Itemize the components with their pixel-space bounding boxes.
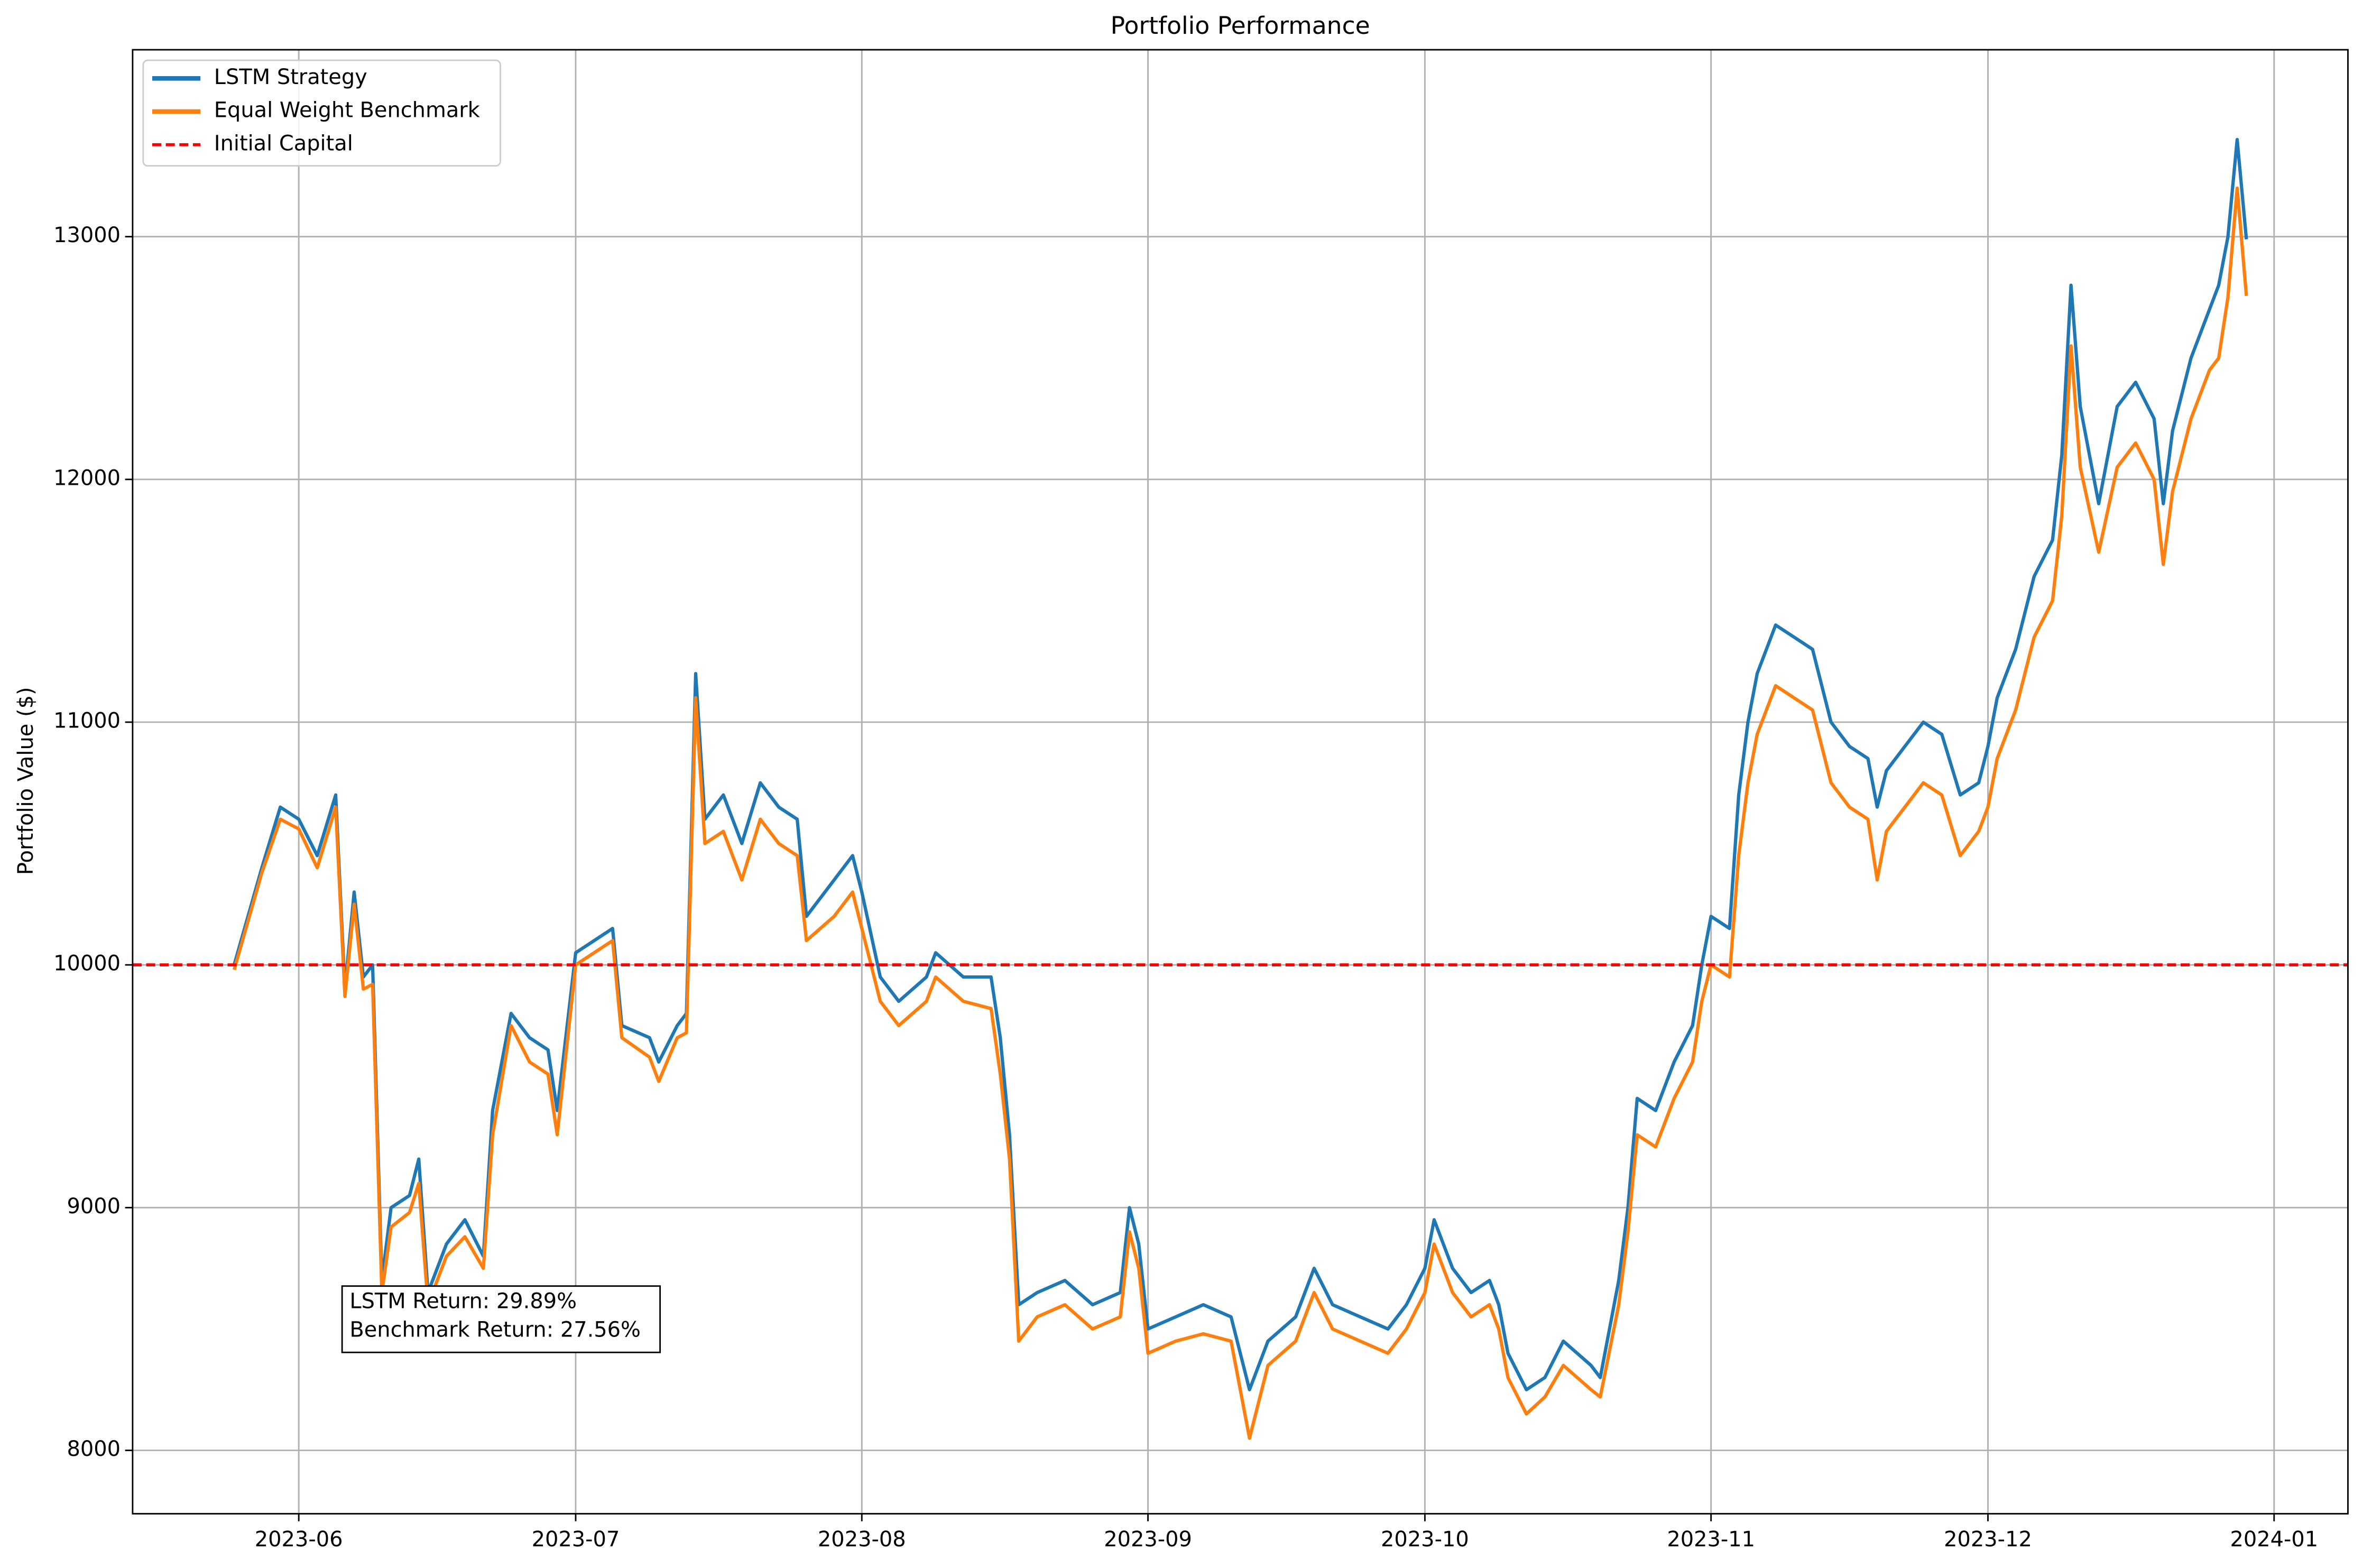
x-tick-label: 2023-08	[818, 1527, 906, 1552]
y-axis-label: Portfolio Value ($)	[14, 687, 38, 875]
plot-area	[132, 137, 2348, 1440]
annotation-box	[341, 1285, 661, 1353]
legend-label: Equal Weight Benchmark	[214, 98, 480, 123]
y-tick-label: 9000	[67, 1194, 121, 1219]
chart-title: Portfolio Performance	[1111, 12, 1370, 40]
x-tick-label: 2024-01	[2230, 1527, 2318, 1552]
annotation: LSTM Return: 29.89% Benchmark Return: 27…	[341, 1285, 661, 1353]
y-tick-label: 10000	[53, 952, 121, 976]
series-line	[232, 186, 2248, 1440]
y-tick-label: 12000	[53, 466, 121, 490]
legend: LSTM Strategy Equal Weight Benchmark Ini…	[142, 59, 501, 167]
x-tick-label: 2023-09	[1104, 1527, 1192, 1552]
x-tick-label: 2023-06	[255, 1527, 343, 1552]
x-tick-label: 2023-07	[532, 1527, 620, 1552]
annotation-text: Benchmark Return: 27.56%	[349, 1318, 641, 1342]
y-tick-label: 11000	[53, 708, 121, 733]
annotation-text: LSTM Return: 29.89%	[349, 1289, 577, 1314]
legend-box	[142, 59, 501, 167]
y-tick-label: 13000	[53, 223, 121, 247]
legend-label: Initial Capital	[214, 131, 353, 155]
series-line	[232, 137, 2248, 1391]
legend-label: LSTM Strategy	[214, 65, 367, 89]
x-tick-label: 2023-12	[1944, 1527, 2032, 1552]
y-tick-label: 8000	[67, 1437, 121, 1461]
x-tick-label: 2023-10	[1381, 1527, 1469, 1552]
axes-frame	[132, 49, 2349, 1515]
x-tick-label: 2023-11	[1667, 1527, 1755, 1552]
